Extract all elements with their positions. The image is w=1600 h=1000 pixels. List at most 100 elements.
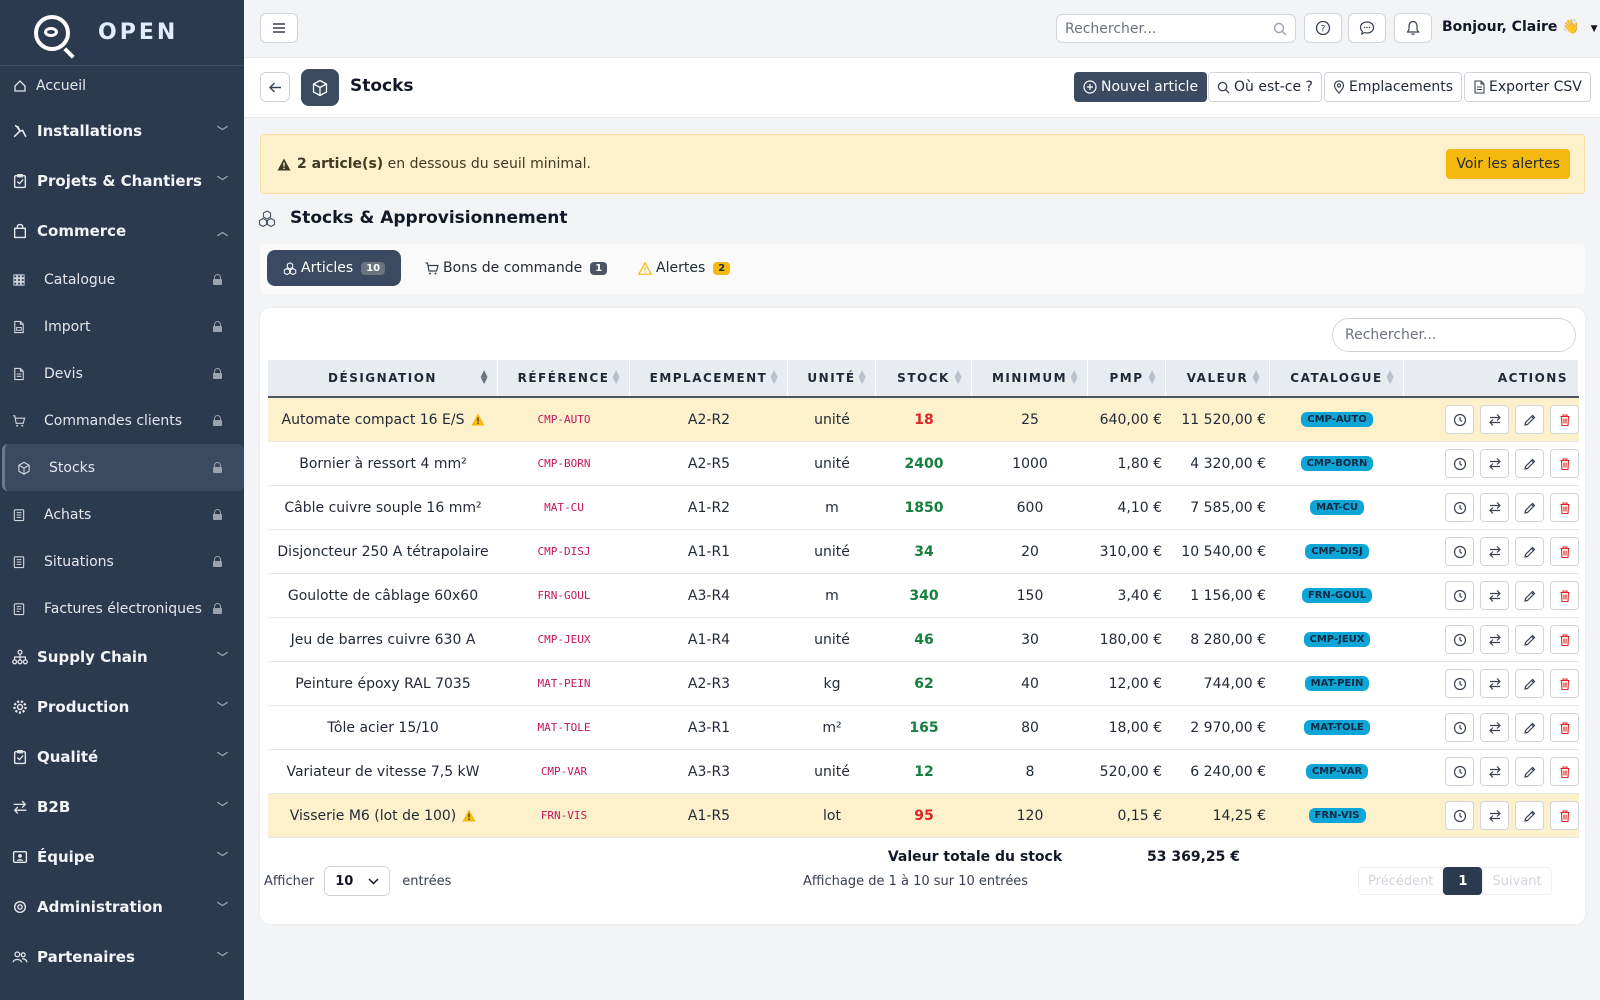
column-header[interactable]: UNITÉ ▲ ▼ xyxy=(788,360,876,396)
edit-button[interactable] xyxy=(1515,757,1544,786)
history-button[interactable] xyxy=(1445,581,1474,610)
new-article-button[interactable]: Nouvel article xyxy=(1074,72,1208,102)
sidebar-group-commerce[interactable]: Commerce ︿ xyxy=(0,206,244,256)
sidebar-group-production[interactable]: Production ﹀ xyxy=(0,682,244,732)
sidebar-item-factures-lectroniques[interactable]: Factures électroniques xyxy=(0,585,244,632)
edit-button[interactable] xyxy=(1515,537,1544,566)
tab-purchase-orders[interactable]: Bons de commande 1 xyxy=(425,250,608,286)
delete-button[interactable] xyxy=(1550,801,1579,830)
sidebar-item-import[interactable]: Import xyxy=(0,303,244,350)
catalogue-badge[interactable]: MAT-CU xyxy=(1310,500,1364,515)
user-menu[interactable]: Bonjour, Claire 👋 ▼ xyxy=(1442,19,1598,35)
sidebar-group-qualit-[interactable]: Qualité ﹀ xyxy=(0,732,244,782)
notifications-button[interactable] xyxy=(1394,13,1432,43)
where-is-it-button[interactable]: Où est-ce ? xyxy=(1208,72,1322,102)
menu-toggle-button[interactable] xyxy=(260,13,298,43)
edit-button[interactable] xyxy=(1515,801,1544,830)
delete-button[interactable] xyxy=(1550,757,1579,786)
transfer-button[interactable] xyxy=(1480,449,1509,478)
sidebar-item-devis[interactable]: Devis xyxy=(0,350,244,397)
minimum-cell: 150 xyxy=(1016,587,1044,604)
transfer-button[interactable] xyxy=(1480,493,1509,522)
history-button[interactable] xyxy=(1445,757,1474,786)
delete-button[interactable] xyxy=(1550,537,1579,566)
catalogue-badge[interactable]: CMP-DISJ xyxy=(1305,544,1369,559)
global-search-input[interactable]: Rechercher... xyxy=(1056,14,1296,43)
brand[interactable]: OPEN xyxy=(0,0,244,66)
column-header[interactable]: MINIMUM ▲ ▼ xyxy=(972,360,1088,396)
sidebar-item-catalogue[interactable]: Catalogue xyxy=(0,256,244,303)
catalogue-badge[interactable]: CMP-AUTO xyxy=(1301,412,1373,427)
history-button[interactable] xyxy=(1445,405,1474,434)
transfer-button[interactable] xyxy=(1480,581,1509,610)
sidebar-item-situations[interactable]: Situations xyxy=(0,538,244,585)
catalogue-badge[interactable]: CMP-VAR xyxy=(1305,764,1369,779)
next-page-button[interactable]: Suivant xyxy=(1482,867,1552,895)
edit-button[interactable] xyxy=(1515,713,1544,742)
history-button[interactable] xyxy=(1445,625,1474,654)
catalogue-badge[interactable]: MAT-TOLE xyxy=(1304,720,1370,735)
messages-button[interactable] xyxy=(1348,13,1386,43)
column-header[interactable]: EMPLACEMENT ▲ ▼ xyxy=(630,360,788,396)
history-button[interactable] xyxy=(1445,537,1474,566)
column-header[interactable]: PMP ▲ ▼ xyxy=(1088,360,1166,396)
help-button[interactable]: ? xyxy=(1304,13,1342,43)
delete-button[interactable] xyxy=(1550,625,1579,654)
transfer-button[interactable] xyxy=(1480,625,1509,654)
catalogue-badge[interactable]: CMP-JEUX xyxy=(1303,632,1371,647)
catalogue-badge[interactable]: FRN-VIS xyxy=(1308,808,1366,823)
catalogue-badge[interactable]: MAT-PEIN xyxy=(1304,676,1370,691)
edit-button[interactable] xyxy=(1515,449,1544,478)
table-search-input[interactable]: Rechercher... xyxy=(1332,318,1576,352)
sidebar-item-home[interactable]: Accueil xyxy=(0,66,244,106)
column-header[interactable]: STOCK ▲ ▼ xyxy=(876,360,972,396)
sidebar-group-partenaires[interactable]: Partenaires ﹀ xyxy=(0,932,244,982)
edit-button[interactable] xyxy=(1515,493,1544,522)
sidebar-group-administration[interactable]: Administration ﹀ xyxy=(0,882,244,932)
delete-button[interactable] xyxy=(1550,713,1579,742)
history-button[interactable] xyxy=(1445,801,1474,830)
sidebar-item-commandes-clients[interactable]: Commandes clients xyxy=(0,397,244,444)
transfer-button[interactable] xyxy=(1480,405,1509,434)
edit-button[interactable] xyxy=(1515,405,1544,434)
sidebar-item-achats[interactable]: Achats xyxy=(0,491,244,538)
export-csv-button[interactable]: Exporter CSV xyxy=(1464,72,1591,102)
catalogue-badge[interactable]: CMP-BORN xyxy=(1300,456,1374,471)
transfer-button[interactable] xyxy=(1480,537,1509,566)
view-alerts-button[interactable]: Voir les alertes xyxy=(1446,149,1570,179)
previous-page-button[interactable]: Précédent xyxy=(1358,867,1444,895)
catalogue-badge[interactable]: FRN-GOUL xyxy=(1301,588,1373,603)
column-header[interactable]: DÉSIGNATION ▲ ▼ xyxy=(268,360,498,396)
transfer-button[interactable] xyxy=(1480,669,1509,698)
history-button[interactable] xyxy=(1445,713,1474,742)
sidebar-item-stocks[interactable]: Stocks xyxy=(2,444,244,491)
transfer-button[interactable] xyxy=(1480,757,1509,786)
transfer-button[interactable] xyxy=(1480,713,1509,742)
column-header[interactable]: VALEUR ▲ ▼ xyxy=(1166,360,1270,396)
sidebar-group--quipe[interactable]: Équipe ﹀ xyxy=(0,832,244,882)
delete-button[interactable] xyxy=(1550,669,1579,698)
delete-button[interactable] xyxy=(1550,449,1579,478)
delete-button[interactable] xyxy=(1550,405,1579,434)
tab-articles[interactable]: Articles 10 xyxy=(267,250,402,286)
history-button[interactable] xyxy=(1445,669,1474,698)
column-header[interactable]: CATALOGUE ▲ ▼ xyxy=(1270,360,1404,396)
delete-button[interactable] xyxy=(1550,493,1579,522)
history-button[interactable] xyxy=(1445,449,1474,478)
delete-button[interactable] xyxy=(1550,581,1579,610)
edit-button[interactable] xyxy=(1515,669,1544,698)
page-1-button[interactable]: 1 xyxy=(1443,867,1483,895)
sidebar-group-projets-chantiers[interactable]: Projets & Chantiers ﹀ xyxy=(0,156,244,206)
locations-button[interactable]: Emplacements xyxy=(1324,72,1463,102)
sidebar-group-b2b[interactable]: B2B ﹀ xyxy=(0,782,244,832)
back-button[interactable] xyxy=(260,72,290,102)
sidebar-group-supply-chain[interactable]: Supply Chain ﹀ xyxy=(0,632,244,682)
column-header[interactable]: RÉFÉRENCE ▲ ▼ xyxy=(498,360,630,396)
tab-alerts[interactable]: Alertes 2 xyxy=(638,250,731,286)
edit-button[interactable] xyxy=(1515,625,1544,654)
edit-button[interactable] xyxy=(1515,581,1544,610)
sidebar-group-installations[interactable]: Installations ﹀ xyxy=(0,106,244,156)
page-length-select[interactable]: 10 xyxy=(324,866,391,896)
history-button[interactable] xyxy=(1445,493,1474,522)
transfer-button[interactable] xyxy=(1480,801,1509,830)
